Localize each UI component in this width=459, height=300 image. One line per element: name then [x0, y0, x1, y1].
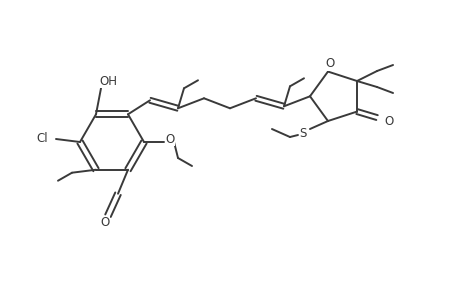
Text: O: O — [325, 57, 334, 70]
Text: O: O — [383, 115, 392, 128]
Text: S: S — [299, 127, 306, 140]
Text: Cl: Cl — [36, 131, 48, 145]
Text: O: O — [165, 133, 174, 146]
Text: OH: OH — [99, 75, 117, 88]
Text: O: O — [100, 216, 109, 229]
